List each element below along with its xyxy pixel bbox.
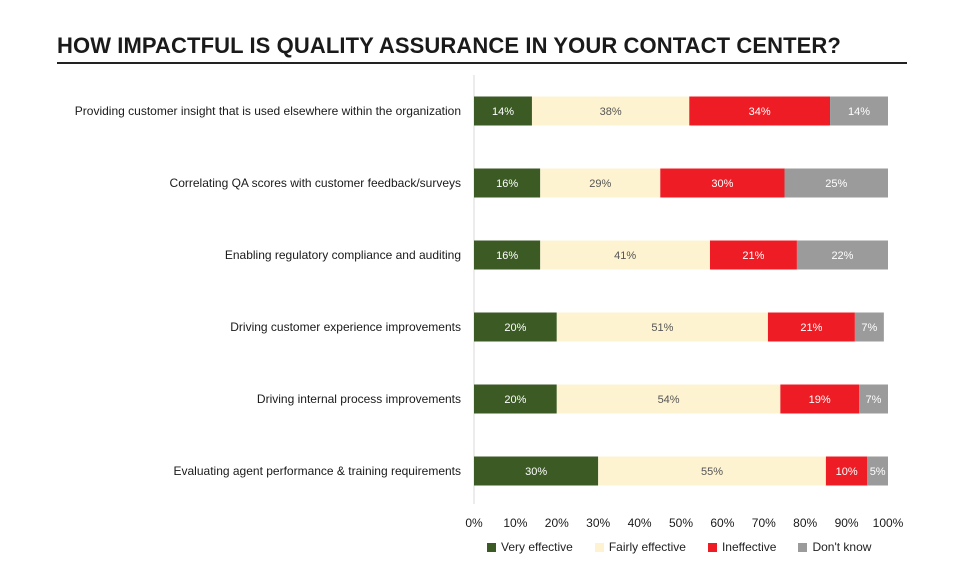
data-label: 30% xyxy=(711,178,733,190)
legend-label: Ineffective xyxy=(721,540,777,554)
bar-segment xyxy=(540,240,710,270)
category-label: Providing customer insight that is used … xyxy=(75,104,461,118)
data-label: 7% xyxy=(866,394,882,406)
bar-segment xyxy=(556,312,768,342)
legend-swatch xyxy=(707,542,717,552)
data-label: 51% xyxy=(651,322,673,334)
data-label: 19% xyxy=(809,394,831,406)
bar-segment xyxy=(474,96,532,126)
legend-swatch xyxy=(487,542,496,552)
data-label: 25% xyxy=(825,178,847,190)
data-label: 30% xyxy=(525,466,547,478)
legend-label: Fairly effective xyxy=(608,540,686,554)
bar-segment xyxy=(709,240,797,270)
data-label: 34% xyxy=(749,106,771,118)
bar-segment xyxy=(867,456,888,486)
data-label: 55% xyxy=(701,466,723,478)
x-tick-label: 40% xyxy=(628,516,652,530)
data-label: 14% xyxy=(492,106,514,118)
legend-item: Ineffective xyxy=(707,540,777,554)
bar-segment xyxy=(540,168,661,198)
x-tick-label: 30% xyxy=(586,516,610,530)
legend-label: Don't know xyxy=(812,540,872,554)
data-label: 38% xyxy=(600,106,622,118)
data-label: 10% xyxy=(836,466,858,478)
data-label: 21% xyxy=(742,250,764,262)
x-tick-label: 60% xyxy=(710,516,734,530)
x-tick-label: 0% xyxy=(465,516,483,530)
bar-segment xyxy=(689,96,831,126)
legend-label: Very effective xyxy=(501,540,573,554)
bar-segment xyxy=(854,312,884,342)
x-tick-label: 70% xyxy=(752,516,776,530)
bar-segment xyxy=(474,240,541,270)
data-label: 7% xyxy=(861,322,877,334)
bar-segment xyxy=(531,96,690,126)
category-label: Enabling regulatory compliance and audit… xyxy=(225,248,461,262)
chart-title: HOW IMPACTFUL IS QUALITY ASSURANCE IN YO… xyxy=(57,33,841,58)
category-label: Evaluating agent performance & training … xyxy=(174,464,462,478)
bar-segment xyxy=(825,456,868,486)
bar-segment xyxy=(556,384,781,414)
data-label: 20% xyxy=(504,394,526,406)
data-label: 14% xyxy=(848,106,870,118)
category-label: Driving customer experience improvements xyxy=(230,320,461,334)
bar-segment xyxy=(474,312,557,342)
bar-segment xyxy=(830,96,888,126)
legend-swatch xyxy=(798,542,808,552)
data-label: 16% xyxy=(496,250,518,262)
data-label: 22% xyxy=(831,250,853,262)
data-label: 16% xyxy=(496,178,518,190)
bar-segment xyxy=(780,384,860,414)
bar-segment xyxy=(474,384,557,414)
data-label: 20% xyxy=(504,322,526,334)
legend-swatch xyxy=(594,542,604,552)
x-tick-label: 10% xyxy=(503,516,527,530)
bar-segment xyxy=(474,456,599,486)
x-tick-label: 20% xyxy=(545,516,569,530)
chart-legend: Very effective Fairly effective Ineffectiv… xyxy=(487,540,871,554)
data-label: 54% xyxy=(658,394,680,406)
legend-item: Don't know xyxy=(798,540,871,554)
legend-item: Very effective xyxy=(487,540,573,554)
bar-segment xyxy=(859,384,888,414)
category-label: Driving internal process improvements xyxy=(257,392,461,406)
data-label: 29% xyxy=(589,178,611,190)
title-underline xyxy=(57,62,907,64)
data-label: 41% xyxy=(614,250,636,262)
x-tick-label: 90% xyxy=(835,516,859,530)
data-label: 21% xyxy=(800,322,822,334)
x-tick-label: 80% xyxy=(793,516,817,530)
legend-item: Fairly effective xyxy=(594,540,686,554)
bar-segment xyxy=(474,168,541,198)
category-label: Correlating QA scores with customer feed… xyxy=(170,176,461,190)
bar-segment xyxy=(767,312,855,342)
bar-segment xyxy=(784,168,888,198)
x-tick-label: 50% xyxy=(669,516,693,530)
data-label: 5% xyxy=(870,466,886,478)
bar-segment xyxy=(796,240,888,270)
x-tick-label: 100% xyxy=(873,516,904,530)
bar-segment xyxy=(598,456,826,486)
bar-segment xyxy=(660,168,785,198)
